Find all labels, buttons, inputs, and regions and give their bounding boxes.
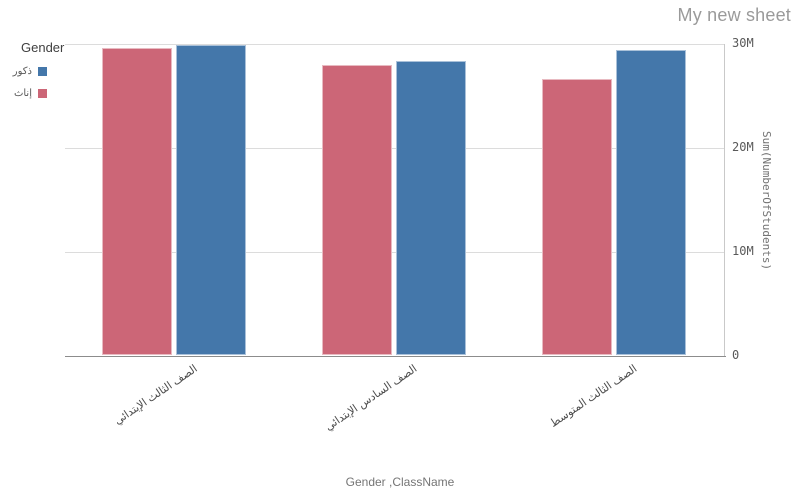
x-category-label-3[interactable]: الصف الثالث المتوسط bbox=[547, 362, 640, 430]
gridline-20M bbox=[65, 147, 724, 149]
x-axis-line bbox=[65, 355, 726, 357]
y-axis-line bbox=[724, 44, 725, 356]
bar-إناث-1[interactable] bbox=[102, 48, 172, 356]
bar-إناث-2[interactable] bbox=[322, 64, 392, 356]
bar-إناث-3[interactable] bbox=[542, 79, 612, 356]
y-tick-label-10M: 10M bbox=[732, 243, 754, 258]
legend-swatch-males-icon bbox=[38, 67, 47, 76]
legend-item-males[interactable]: ذكور bbox=[0, 66, 47, 77]
sheet-title: My new sheet bbox=[677, 5, 791, 25]
bar-ذكور-1[interactable] bbox=[176, 45, 246, 356]
gridline-30M bbox=[65, 44, 724, 45]
y-axis-title: Sum(NumberOfStudents) bbox=[760, 131, 773, 271]
legend-swatch-females-icon bbox=[38, 89, 47, 98]
legend-label-females: إناث bbox=[13, 88, 32, 99]
gridline-10M bbox=[65, 251, 724, 253]
x-axis-title: Gender ,ClassName bbox=[345, 475, 455, 489]
bar-ذكور-3[interactable] bbox=[616, 50, 686, 356]
y-tick-label-30M: 30M bbox=[732, 36, 754, 50]
legend-label-males: ذكور bbox=[12, 66, 32, 77]
legend: Gender ذكور إناث bbox=[0, 40, 70, 99]
legend-title: Gender bbox=[21, 40, 65, 55]
x-category-label-2[interactable]: الصف السادس الإبتدائي bbox=[322, 362, 420, 434]
y-tick-label-0: 0 bbox=[732, 347, 740, 362]
x-category-label-1[interactable]: الصف الثالث الإبتدائي bbox=[111, 362, 200, 428]
bar-ذكور-2[interactable] bbox=[396, 60, 466, 356]
y-tick-label-20M: 20M bbox=[732, 139, 754, 154]
legend-item-females[interactable]: إناث bbox=[0, 88, 47, 99]
